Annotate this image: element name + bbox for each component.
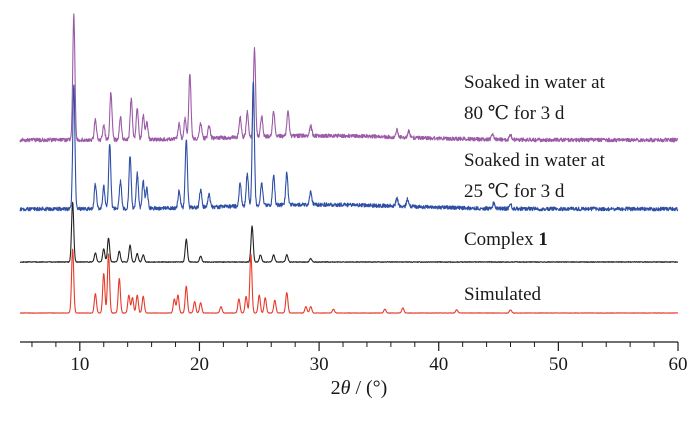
x-axis: 10 20 30 40 50 60 — [20, 341, 688, 375]
x-axis-title: 2θ / (°) — [331, 377, 388, 399]
series-label-2-line-1: Soaked in water at — [464, 150, 606, 171]
trace-2 — [19, 81, 679, 212]
x-axis-ticks: 10 20 30 40 50 60 — [31, 342, 688, 375]
trace-4 — [19, 248, 679, 314]
trace-3 — [19, 201, 679, 263]
tick-label-10: 10 — [70, 354, 89, 375]
tick-label-60: 60 — [669, 354, 688, 375]
tick-label-40: 40 — [429, 354, 448, 375]
traces-group — [19, 13, 679, 314]
series-label-1-line-1: Soaked in water at — [464, 72, 606, 93]
series-labels-group: Soaked in water at 80 ℃ for 3 d Soaked in … — [464, 72, 606, 305]
tick-label-30: 30 — [310, 354, 329, 375]
tick-label-50: 50 — [549, 354, 568, 375]
series-label-4: Simulated — [464, 284, 542, 305]
series-label-1-line-2: 80 ℃ for 3 d — [464, 103, 565, 124]
series-label-2-line-2: 25 ℃ for 3 d — [464, 181, 565, 202]
trace-1 — [19, 13, 679, 143]
series-label-3: Complex 1 — [464, 229, 548, 250]
tick-label-20: 20 — [190, 354, 209, 375]
